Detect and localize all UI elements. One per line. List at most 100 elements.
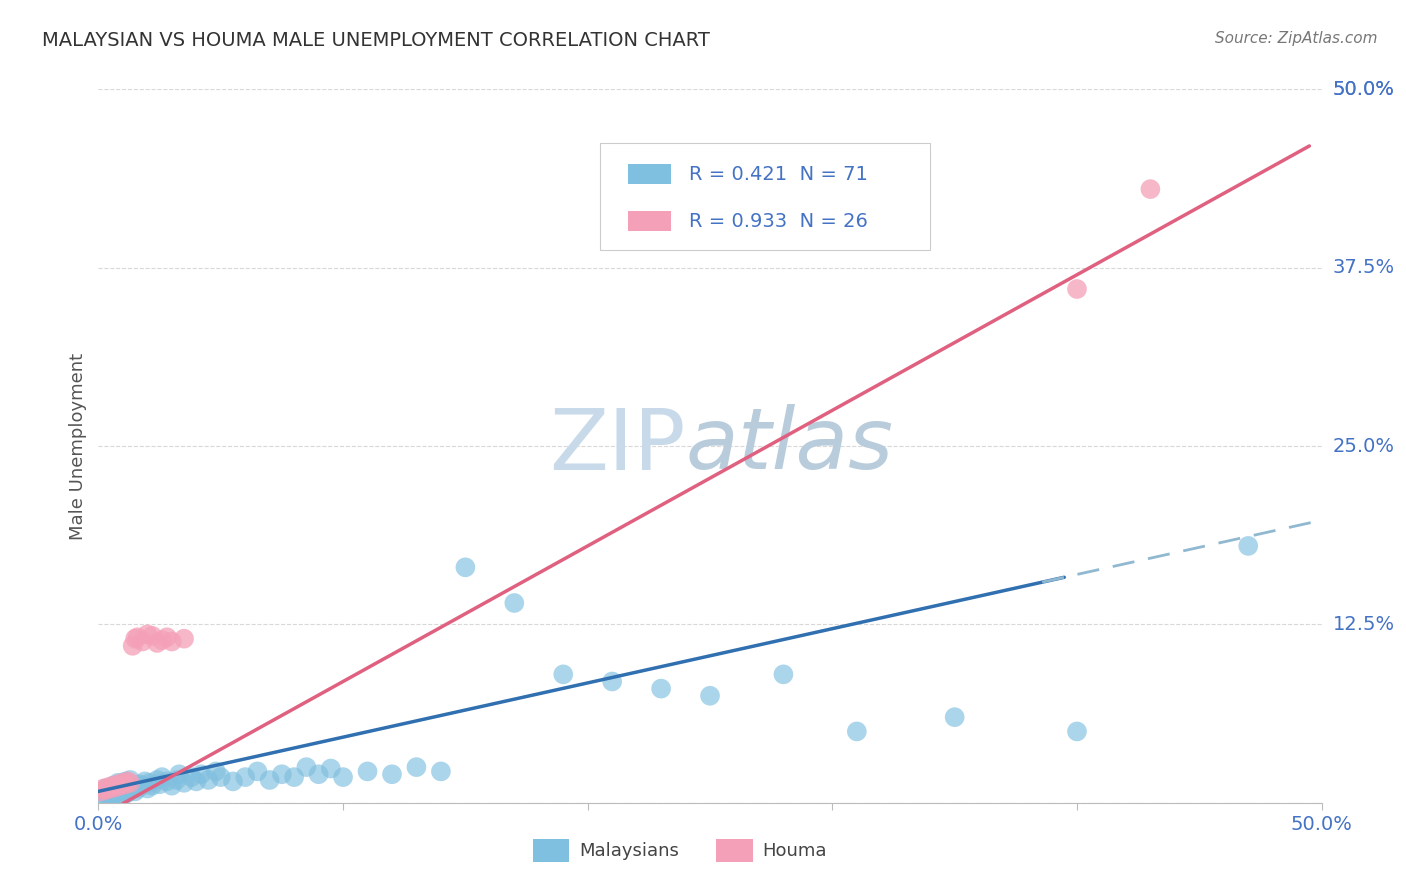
FancyBboxPatch shape (600, 143, 931, 250)
Point (233, 770, 256, 784)
Point (146, 772, 169, 787)
Point (114, 774, 136, 789)
Point (650, 681, 672, 696)
Point (246, 764, 269, 779)
Point (141, 629, 163, 643)
Point (430, 764, 453, 779)
Text: 12.5%: 12.5% (1333, 615, 1395, 634)
Point (120, 772, 142, 787)
Point (121, 639, 143, 653)
Point (845, 724, 868, 739)
Point (136, 781, 159, 796)
Point (134, 774, 156, 789)
Point (131, 634, 153, 648)
Point (114, 784, 136, 798)
Point (124, 784, 146, 798)
Point (127, 781, 149, 796)
Point (356, 764, 378, 779)
Bar (628, 211, 671, 231)
Point (121, 780, 143, 794)
Point (107, 777, 129, 791)
Point (283, 770, 305, 784)
Point (91, 781, 114, 796)
Text: 50.0%: 50.0% (1333, 79, 1395, 99)
Text: 25.0%: 25.0% (1333, 436, 1395, 456)
Point (104, 789, 127, 803)
Point (101, 786, 124, 800)
Text: Malaysians: Malaysians (579, 842, 679, 860)
Text: R = 0.933  N = 26: R = 0.933 N = 26 (689, 211, 868, 231)
Point (222, 774, 245, 789)
Bar (628, 164, 671, 185)
Bar (533, 839, 569, 862)
Text: Source: ZipAtlas.com: Source: ZipAtlas.com (1215, 31, 1378, 46)
Bar (716, 839, 752, 862)
Point (100, 783, 122, 797)
Point (332, 770, 354, 784)
Point (104, 780, 127, 794)
Point (100, 791, 122, 805)
Text: Houma: Houma (762, 842, 827, 860)
Point (405, 760, 427, 774)
Point (117, 786, 139, 800)
Point (1066, 724, 1088, 739)
Point (110, 779, 132, 793)
Point (270, 767, 294, 781)
Point (156, 774, 179, 789)
Point (129, 777, 152, 791)
Point (772, 667, 794, 681)
Point (107, 776, 129, 790)
Point (111, 781, 134, 796)
Point (167, 767, 190, 781)
Point (503, 596, 526, 610)
Point (146, 636, 169, 650)
Point (160, 779, 183, 793)
Point (180, 770, 202, 784)
Point (600, 674, 623, 689)
Text: atlas: atlas (686, 404, 894, 488)
Point (94, 790, 117, 805)
Point (319, 762, 342, 776)
Point (150, 633, 173, 648)
Point (197, 772, 219, 787)
Point (114, 777, 136, 791)
Point (100, 781, 122, 796)
Point (173, 632, 195, 646)
Text: R = 0.421  N = 71: R = 0.421 N = 71 (689, 165, 868, 184)
Point (94, 783, 117, 797)
Point (1066, 282, 1088, 296)
Point (553, 667, 575, 681)
Point (90, 789, 112, 803)
Point (454, 560, 477, 574)
Point (943, 710, 966, 724)
Point (94, 781, 117, 796)
Text: 37.5%: 37.5% (1333, 258, 1395, 277)
Point (381, 767, 404, 781)
Point (110, 777, 132, 791)
Point (117, 779, 139, 793)
Point (190, 767, 212, 781)
Text: 50.0%: 50.0% (1333, 79, 1395, 99)
Point (150, 770, 173, 784)
Point (308, 767, 330, 781)
Point (1237, 539, 1260, 553)
Point (104, 780, 127, 794)
Point (205, 764, 228, 779)
Point (295, 760, 318, 774)
Point (124, 632, 146, 646)
Point (111, 789, 134, 803)
Point (131, 779, 153, 793)
Point (91, 784, 114, 798)
Y-axis label: Male Unemployment: Male Unemployment (69, 352, 87, 540)
Point (110, 787, 132, 801)
Point (160, 634, 183, 648)
Point (173, 776, 195, 790)
Point (209, 770, 232, 784)
Point (1139, 182, 1161, 196)
Point (107, 784, 129, 798)
Text: ZIP: ZIP (550, 404, 686, 488)
Point (259, 772, 281, 787)
Text: MALAYSIAN VS HOUMA MALE UNEMPLOYMENT CORRELATION CHART: MALAYSIAN VS HOUMA MALE UNEMPLOYMENT COR… (42, 31, 710, 50)
Point (117, 774, 139, 789)
Point (120, 776, 142, 790)
